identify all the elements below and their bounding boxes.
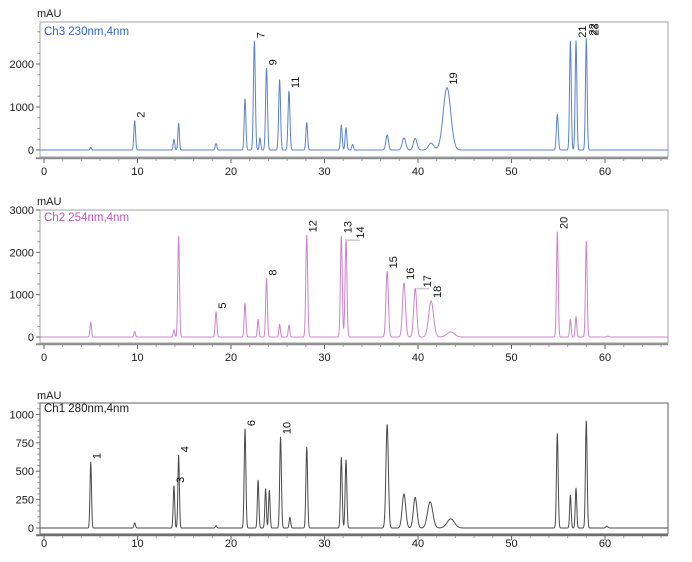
- y-axis-unit-label-ch3: mAU: [37, 8, 62, 20]
- svg-text:10: 10: [131, 166, 143, 178]
- chart-layer-ch1: 0 250 500 750 1000 0 10 20 30 40 50 60 1 3 4 6 10: [10, 402, 669, 550]
- peak-label: 10: [282, 422, 294, 434]
- svg-text:60: 60: [599, 166, 611, 178]
- peak-label: 9: [268, 59, 280, 65]
- svg-text:40: 40: [412, 166, 424, 178]
- svg-text:30: 30: [318, 538, 330, 550]
- peak-label: 16: [405, 268, 417, 280]
- svg-text:0: 0: [41, 538, 47, 550]
- svg-text:40: 40: [412, 538, 424, 550]
- peak-label: 5: [217, 302, 229, 308]
- y-axis-labels: 0 1000 2000: [10, 31, 40, 157]
- svg-text:30: 30: [318, 166, 330, 178]
- svg-text:750: 750: [16, 438, 34, 450]
- channel-title-ch1: Ch1 280nm,4nm: [44, 403, 129, 415]
- svg-text:500: 500: [16, 466, 34, 478]
- svg-text:60: 60: [599, 538, 611, 550]
- svg-text:2000: 2000: [10, 247, 34, 259]
- svg-text:250: 250: [16, 495, 34, 507]
- peak-label: 1: [92, 453, 104, 459]
- svg-text:50: 50: [505, 352, 517, 364]
- svg-text:0: 0: [28, 145, 34, 157]
- peak-label: 2: [136, 112, 148, 118]
- peak-label: 11: [290, 77, 302, 88]
- plot-frame: [36, 209, 669, 346]
- peak-label: 23: [589, 23, 601, 35]
- y-axis-labels: 0 1000 2000 3000: [10, 205, 40, 344]
- peak-label: 13: [342, 221, 354, 233]
- peak-label: 20: [558, 217, 570, 229]
- trace-ch3: [39, 38, 669, 151]
- x-axis-labels: 0 10 20 30 40 50 60: [41, 345, 662, 364]
- svg-text:1000: 1000: [10, 290, 34, 302]
- y-axis-unit-label-ch2: mAU: [37, 196, 62, 208]
- chromatogram-panel-ch2: mAU Ch2 254nm,4nm 0 1000 2000 3000 0 10 20 30 40…: [10, 196, 669, 364]
- svg-text:0: 0: [28, 332, 34, 344]
- svg-text:2000: 2000: [10, 59, 34, 71]
- svg-text:50: 50: [505, 538, 517, 550]
- svg-text:3000: 3000: [10, 205, 34, 217]
- svg-text:60: 60: [599, 352, 611, 364]
- plot-frame: [36, 402, 669, 537]
- peak-label: 22: [587, 23, 599, 35]
- svg-text:0: 0: [41, 166, 47, 178]
- channel-title-ch2: Ch2 254nm,4nm: [44, 212, 129, 224]
- svg-text:1000: 1000: [10, 102, 34, 114]
- svg-text:20: 20: [225, 166, 237, 178]
- y-axis-unit-label-ch1: mAU: [37, 390, 62, 402]
- trace-ch1: [39, 420, 669, 529]
- svg-text:0: 0: [41, 352, 47, 364]
- peak-label: 14: [355, 226, 367, 238]
- svg-text:30: 30: [318, 352, 330, 364]
- svg-text:40: 40: [412, 352, 424, 364]
- peak-label: 6: [246, 420, 258, 426]
- peak-label: 7: [255, 32, 267, 38]
- peak-label: 17: [422, 275, 434, 287]
- chromatogram-panel-ch3: mAU Ch3 230nm,4nm 0 1000 2000 0 10 20 30 40 50 60…: [10, 8, 669, 178]
- svg-text:10: 10: [131, 538, 143, 550]
- peak-label: 21: [577, 26, 589, 38]
- peak-label: 18: [432, 286, 444, 298]
- svg-text:10: 10: [131, 352, 143, 364]
- y-axis-labels: 0 250 500 750 1000: [10, 402, 40, 535]
- peak-label: 12: [308, 220, 320, 232]
- peak-label: 19: [448, 72, 460, 84]
- svg-text:1000: 1000: [10, 409, 34, 421]
- peak-label: 4: [180, 446, 192, 452]
- chart-layer-ch2: 0 1000 2000 3000 0 10 20 30 40 50 60 5 8 12 13 14 15 16 17…: [10, 205, 669, 364]
- peak-label: 3: [175, 477, 187, 483]
- x-axis-labels: 0 10 20 30 40 50 60: [41, 536, 662, 550]
- x-axis-labels: 0 10 20 30 40 50 60: [41, 159, 662, 178]
- svg-text:20: 20: [225, 538, 237, 550]
- peak-label: 8: [268, 269, 280, 275]
- trace-ch2: [39, 231, 669, 338]
- plot-frame: [36, 21, 669, 160]
- peak-labels: 1 3 4 6 10: [92, 420, 294, 483]
- svg-text:50: 50: [505, 166, 517, 178]
- svg-text:20: 20: [225, 352, 237, 364]
- peak-label: 15: [388, 256, 400, 268]
- svg-text:0: 0: [28, 523, 34, 535]
- chromatogram-panel-ch1: mAU Ch1 280nm,4nm 0 250 500 750 1000 0 10 20 30 4…: [10, 390, 669, 550]
- channel-title-ch3: Ch3 230nm,4nm: [44, 26, 129, 38]
